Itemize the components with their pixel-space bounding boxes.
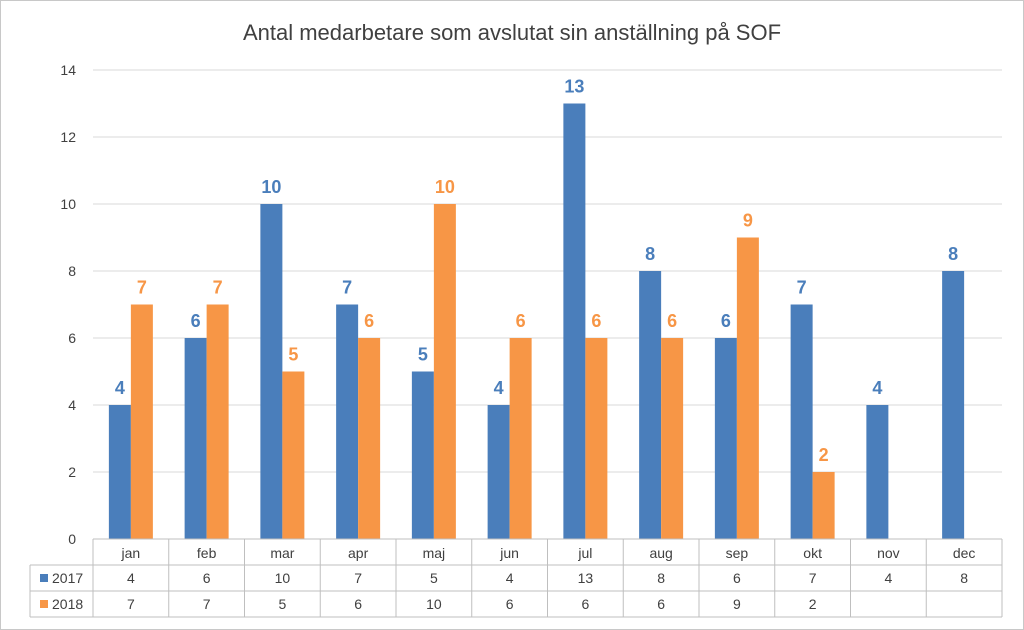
data-label-2017-dec: 8 xyxy=(948,244,958,264)
table-cell-2018-jul: 6 xyxy=(581,596,589,612)
data-label-2018-sep: 9 xyxy=(743,211,753,231)
data-label-2017-jan: 4 xyxy=(115,378,125,398)
data-table: jan feb mar apr maj jun jul aug sep okt nov dec 2017… xyxy=(29,538,1003,618)
table-cell-2018-jun: 6 xyxy=(506,596,514,612)
data-label-2018-jul: 6 xyxy=(591,311,601,331)
x-tick-label: jan xyxy=(121,545,141,561)
x-tick-label: sep xyxy=(726,545,749,561)
bar-2017-jun xyxy=(487,405,510,539)
bar-2017-mar xyxy=(260,204,283,539)
data-label-2017-feb: 6 xyxy=(191,311,201,331)
bar-2017-okt xyxy=(790,304,813,539)
bar-2018-aug xyxy=(661,338,684,539)
table-cell-2017-aug: 8 xyxy=(657,570,665,586)
data-label-2017-mar: 10 xyxy=(261,177,281,197)
table-cell-2017-dec: 8 xyxy=(960,570,968,586)
bar-2018-maj xyxy=(433,204,456,539)
y-tick-label: 0 xyxy=(68,531,76,547)
table-cell-2017-jun: 4 xyxy=(506,570,514,586)
table-cell-2017-mar: 10 xyxy=(275,570,291,586)
x-tick-label: okt xyxy=(803,545,822,561)
table-cell-2017-maj: 5 xyxy=(430,570,438,586)
y-tick-label: 14 xyxy=(60,62,76,78)
bar-2018-okt xyxy=(812,472,835,539)
data-label-2017-jun: 4 xyxy=(494,378,504,398)
table-cell-2018-aug: 6 xyxy=(657,596,665,612)
legend-swatch-2017 xyxy=(40,574,48,582)
table-cell-2018-maj: 10 xyxy=(426,596,442,612)
y-tick-label: 4 xyxy=(68,397,76,413)
bar-2017-aug xyxy=(639,271,662,539)
x-tick-label: mar xyxy=(270,545,294,561)
bar-2018-jul xyxy=(585,338,608,539)
y-tick-label: 2 xyxy=(68,464,76,480)
table-cell-2018-apr: 6 xyxy=(354,596,362,612)
data-label-2017-aug: 8 xyxy=(645,244,655,264)
data-label-2018-okt: 2 xyxy=(819,445,829,465)
table-cell-2017-feb: 6 xyxy=(203,570,211,586)
data-label-2017-okt: 7 xyxy=(797,278,807,298)
data-label-2017-jul: 13 xyxy=(564,77,584,97)
bar-2018-apr xyxy=(358,338,381,539)
x-tick-label: jun xyxy=(499,545,519,561)
x-tick-label: jul xyxy=(577,545,592,561)
y-tick-label: 8 xyxy=(68,263,76,279)
bar-2018-mar xyxy=(282,371,305,539)
data-label-2018-maj: 10 xyxy=(435,177,455,197)
chart-title: Antal medarbetare som avslutat sin anstä… xyxy=(243,20,781,45)
table-cell-2017-sep: 6 xyxy=(733,570,741,586)
bars xyxy=(108,103,965,539)
data-label-2017-nov: 4 xyxy=(872,378,882,398)
table-cell-2018-jan: 7 xyxy=(127,596,135,612)
table-cell-2018-sep: 9 xyxy=(733,596,741,612)
bar-2018-jan xyxy=(130,304,153,539)
bar-2018-sep xyxy=(736,237,759,539)
bar-2017-nov xyxy=(866,405,889,539)
x-tick-label: maj xyxy=(423,545,446,561)
data-label-2017-sep: 6 xyxy=(721,311,731,331)
data-label-2018-jan: 7 xyxy=(137,278,147,298)
y-tick-label: 12 xyxy=(60,129,76,145)
bar-2017-apr xyxy=(336,304,359,539)
x-tick-label: dec xyxy=(953,545,976,561)
y-tick-label: 10 xyxy=(60,196,76,212)
legend-label-2018: 2018 xyxy=(52,596,83,612)
data-label-2018-feb: 7 xyxy=(213,278,223,298)
table-cell-2017-apr: 7 xyxy=(354,570,362,586)
table-cell-2017-okt: 7 xyxy=(809,570,817,586)
x-tick-label: feb xyxy=(197,545,217,561)
bar-2017-jan xyxy=(108,405,131,539)
x-tick-label: apr xyxy=(348,545,369,561)
bar-2018-feb xyxy=(206,304,229,539)
bar-2018-jun xyxy=(509,338,532,539)
y-tick-label: 6 xyxy=(68,330,76,346)
legend-swatch-2018 xyxy=(40,600,48,608)
data-label-2018-apr: 6 xyxy=(364,311,374,331)
data-label-2018-mar: 5 xyxy=(288,345,298,365)
bar-2017-sep xyxy=(714,338,737,539)
data-label-2018-aug: 6 xyxy=(667,311,677,331)
table-cell-2017-jul: 13 xyxy=(578,570,594,586)
table-cell-2018-feb: 7 xyxy=(203,596,211,612)
x-tick-label: nov xyxy=(877,545,900,561)
bar-2017-jul xyxy=(563,103,586,539)
bar-2017-maj xyxy=(411,371,434,539)
bar-2017-feb xyxy=(184,338,207,539)
data-label-2018-jun: 6 xyxy=(516,311,526,331)
data-label-2017-maj: 5 xyxy=(418,345,428,365)
table-cell-2018-okt: 2 xyxy=(809,596,817,612)
x-tick-label: aug xyxy=(649,545,672,561)
gridlines xyxy=(93,69,1002,473)
data-label-2017-apr: 7 xyxy=(342,278,352,298)
table-cell-2018-mar: 5 xyxy=(278,596,286,612)
y-axis: 0 2 4 6 8 10 12 14 xyxy=(60,62,76,547)
table-cell-2017-jan: 4 xyxy=(127,570,135,586)
legend-label-2017: 2017 xyxy=(52,570,83,586)
bar-2017-dec xyxy=(942,271,965,539)
table-cell-2017-nov: 4 xyxy=(884,570,892,586)
